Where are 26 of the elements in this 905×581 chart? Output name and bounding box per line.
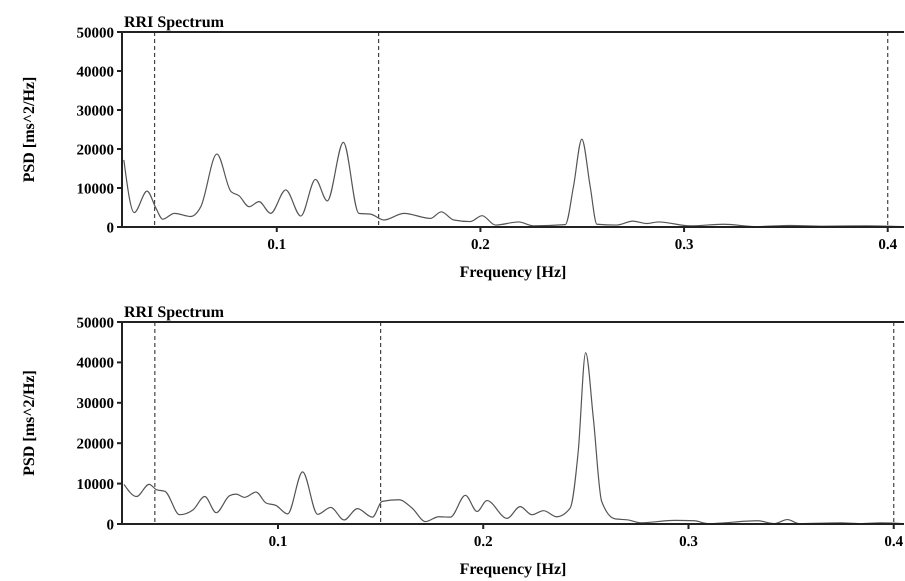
chart-title: RRI Spectrum [124,304,225,321]
y-tick-label: 30000 [76,103,114,120]
y-tick-label: 20000 [76,142,114,158]
x-tick-label: 0.4 [884,534,904,550]
x-axis-title: Frequency [Hz] [460,561,566,578]
y-tick-label: 0 [106,517,114,534]
x-axis-title: Frequency [Hz] [460,264,566,281]
y-tick-label: 20000 [76,436,114,452]
x-tick-label: 0.1 [267,237,286,253]
y-tick-label: 10000 [76,181,114,198]
y-tick-label: 30000 [76,396,114,412]
y-tick-label: 0 [106,220,114,236]
y-axis-title: PSD [ms^2/Hz] [21,76,38,182]
chart-title: RRI Spectrum [124,14,225,31]
x-tick-label: 0.2 [471,237,490,253]
y-tick-label: 10000 [76,476,114,493]
x-tick-label: 0.1 [268,534,288,550]
x-tick-label: 0.3 [674,237,694,253]
x-tick-label: 0.2 [474,534,493,550]
x-tick-label: 0.4 [878,237,898,253]
y-tick-label: 40000 [76,64,114,80]
y-axis-title: PSD [ms^2/Hz] [21,370,38,476]
y-tick-label: 50000 [76,315,114,332]
y-tick-label: 50000 [76,25,114,42]
y-tick-label: 40000 [76,356,114,372]
x-tick-label: 0.3 [679,534,698,550]
